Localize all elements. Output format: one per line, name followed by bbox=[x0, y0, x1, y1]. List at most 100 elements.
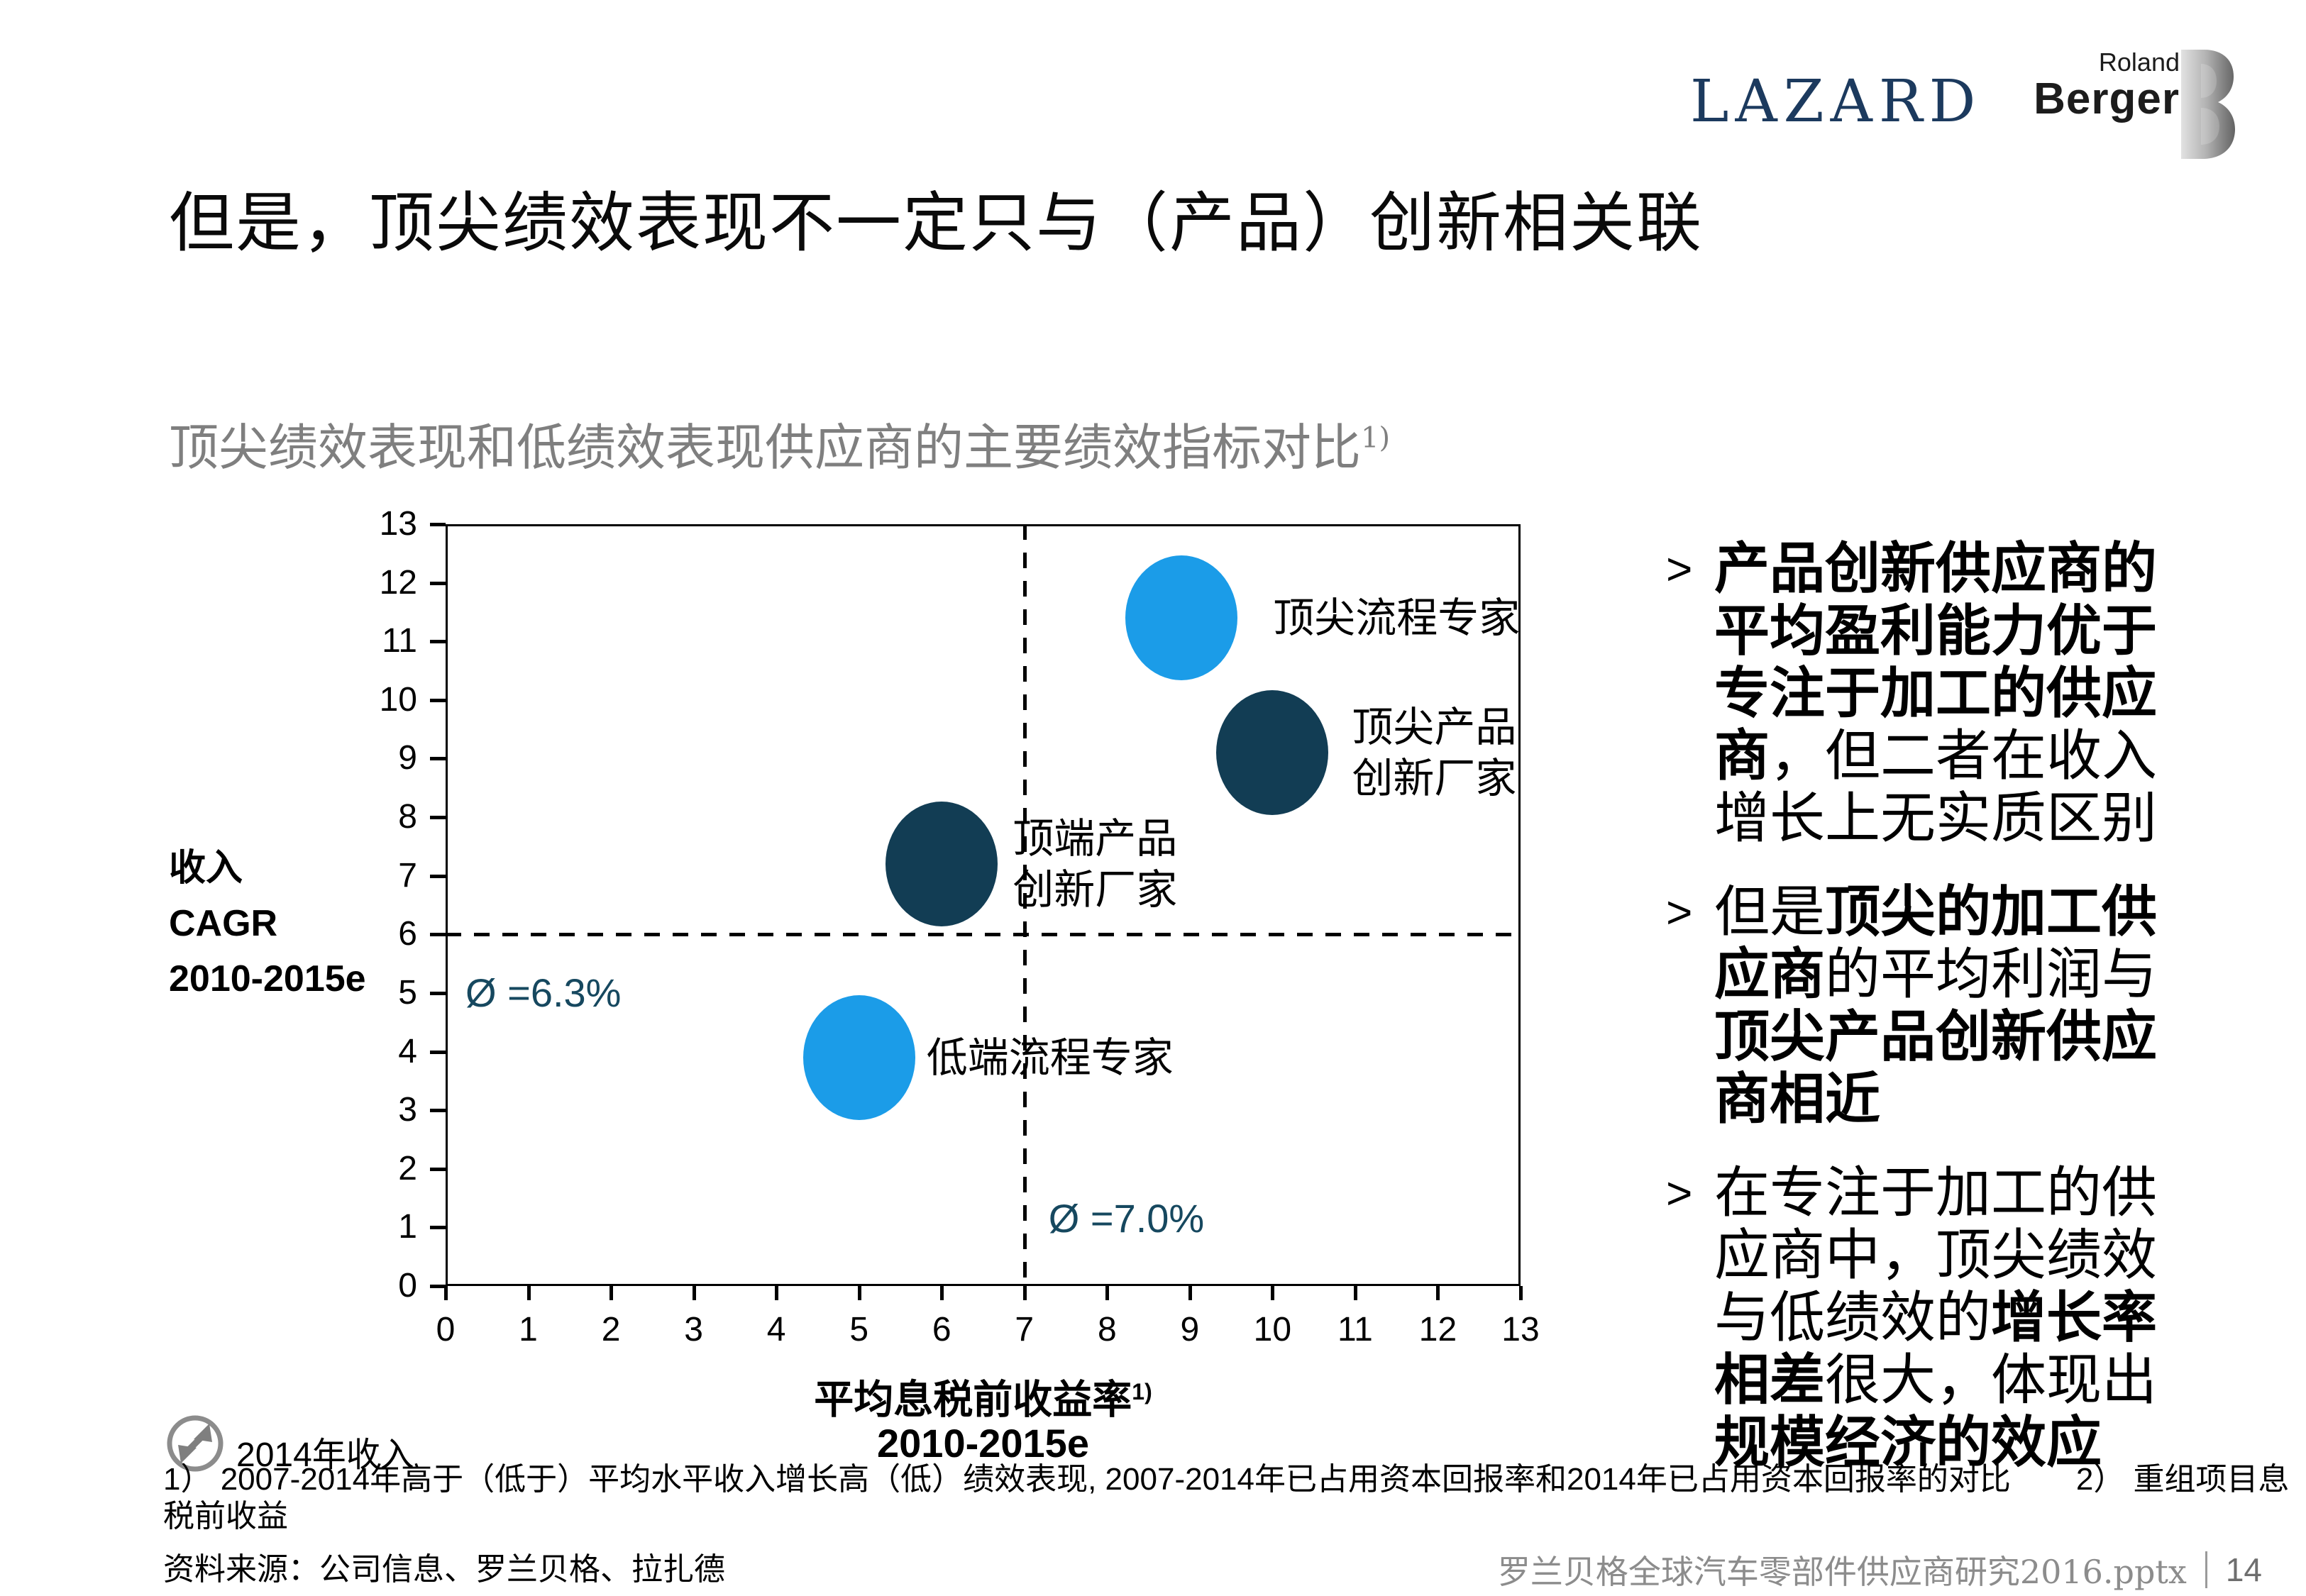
x-tick-mark bbox=[857, 1286, 861, 1300]
y-tick-label: 8 bbox=[398, 798, 417, 836]
chart-subtitle: 顶尖绩效表现和低绩效表现供应商的主要绩效指标对比1) bbox=[169, 408, 1390, 480]
y-tick-label: 10 bbox=[379, 680, 417, 719]
x-tick-label: 10 bbox=[1253, 1311, 1292, 1348]
source-line: 资料来源：公司信息、罗兰贝格、拉扎德 bbox=[163, 1551, 725, 1587]
y-tick-label: 12 bbox=[379, 563, 417, 602]
x-tick-label: 12 bbox=[1418, 1311, 1457, 1348]
x-tick-mark bbox=[609, 1286, 614, 1300]
x-tick-mark bbox=[1519, 1286, 1523, 1300]
y-tick-mark bbox=[430, 640, 446, 644]
x-tick-mark bbox=[1436, 1286, 1440, 1300]
x-axis-footnote-ref: 1) bbox=[1132, 1379, 1152, 1404]
bullet-text-2: 但是顶尖的加工供应商的平均利润与顶尖产品创新供应商相近 bbox=[1714, 881, 2183, 1131]
x-axis-title-line2: 2010-2015e bbox=[877, 1420, 1089, 1465]
slide-footer: 罗兰贝格全球汽车零部件供应商研究2016.pptx 14 bbox=[1498, 1546, 2262, 1593]
y-tick-label: 9 bbox=[398, 739, 417, 777]
y-tick-mark bbox=[430, 816, 446, 820]
page-title: 但是，顶尖绩效表现不一定只与（产品）创新相关联 bbox=[169, 185, 1704, 261]
x-tick-mark bbox=[692, 1286, 696, 1300]
bullet-2-segment-3: 的平均利润与 bbox=[1825, 943, 2158, 1007]
roland-berger-line2: Berger bbox=[2034, 74, 2180, 123]
y-tick-mark bbox=[430, 874, 446, 878]
bullet-chevron-icon: > bbox=[1666, 543, 1693, 594]
y-tick-mark bbox=[430, 1050, 446, 1054]
y-tick-label: 13 bbox=[379, 505, 417, 543]
bullet-3-segment-2: 增长率相差 bbox=[1714, 1285, 2158, 1412]
x-axis-title-line1: 平均息税前收益率1) bbox=[814, 1377, 1152, 1422]
roland-berger-line1: Roland bbox=[2098, 48, 2180, 77]
x-axis-title: 平均息税前收益率1) 2010-2015e bbox=[446, 1370, 1521, 1465]
y-tick-label: 1 bbox=[398, 1208, 417, 1246]
key-findings-panel: > 产品创新供应商的平均盈利能力优于专注于加工的供应商，但二者在收入增长上无实质区… bbox=[1666, 538, 2241, 1505]
footnote-2-text: 2） 重组项目息 bbox=[2075, 1462, 2290, 1497]
x-tick-label: 4 bbox=[766, 1311, 786, 1348]
bullet-2-segment-1: 但是 bbox=[1714, 880, 1826, 944]
bullet-2-segment-4: 顶尖产品创新供应商相近 bbox=[1714, 1004, 2158, 1131]
bullet-2-segment-2: 顶尖的加工供应商 bbox=[1714, 880, 2158, 1007]
bullet-1-segment-2: ，但二者在收入增长上无实质区别 bbox=[1714, 724, 2158, 850]
footer-filename: 罗兰贝格全球汽车零部件供应商研究2016.pptx bbox=[1497, 1553, 2187, 1591]
x-tick-mark bbox=[1271, 1286, 1275, 1300]
x-tick-label: 5 bbox=[849, 1311, 869, 1348]
footer-page-number: 14 bbox=[2225, 1551, 2262, 1588]
y-tick-mark bbox=[430, 1167, 446, 1171]
bullet-item-3: > 在专注于加工的供应商中，顶尖绩效与低绩效的增长率相差很大，体现出规模经济的效应 bbox=[1666, 1162, 2241, 1474]
bubble-size-arrows-icon bbox=[167, 1415, 224, 1472]
bullet-chevron-icon: > bbox=[1666, 1168, 1693, 1219]
x-tick-label: 7 bbox=[1015, 1311, 1035, 1348]
y-axis-title-line3: 2010-2015e bbox=[169, 958, 366, 999]
bullet-chevron-icon: > bbox=[1666, 887, 1693, 938]
y-tick-mark bbox=[430, 1226, 446, 1230]
y-axis-title-line2: CAGR bbox=[169, 903, 278, 944]
y-tick-label: 3 bbox=[398, 1091, 417, 1129]
plot-area bbox=[446, 524, 1521, 1286]
chart-subtitle-text: 顶尖绩效表现和低绩效表现供应商的主要绩效指标对比 bbox=[169, 419, 1361, 477]
bullet-item-2: > 但是顶尖的加工供应商的平均利润与顶尖产品创新供应商相近 bbox=[1666, 881, 2241, 1131]
y-tick-mark bbox=[430, 581, 446, 585]
footnote-1-text: 1） 2007-2014年高于（低于）平均水平收入增长高（低）绩效表现, 200… bbox=[163, 1462, 2011, 1497]
x-tick-label: 9 bbox=[1180, 1311, 1200, 1348]
y-tick-mark bbox=[430, 1285, 446, 1288]
footnote-2-wrap: 税前收益 bbox=[163, 1499, 288, 1534]
y-axis-title-line1: 收入 bbox=[169, 848, 243, 889]
y-tick-mark bbox=[430, 523, 446, 526]
y-tick-label: 0 bbox=[398, 1267, 417, 1304]
bullet-text-1: 产品创新供应商的平均盈利能力优于专注于加工的供应商，但二者在收入增长上无实质区别 bbox=[1714, 538, 2183, 850]
x-tick-label: 6 bbox=[932, 1311, 951, 1348]
bullet-3-segment-3: 很大，体现出 bbox=[1825, 1348, 2158, 1412]
bullet-3-segment-1: 在专注于加工的供应商中，顶尖绩效与低绩效的 bbox=[1714, 1161, 2158, 1350]
x-tick-label: 2 bbox=[601, 1311, 621, 1348]
bullet-text-3: 在专注于加工的供应商中，顶尖绩效与低绩效的增长率相差很大，体现出规模经济的效应 bbox=[1714, 1162, 2183, 1474]
y-tick-mark bbox=[430, 933, 446, 937]
bullet-item-1: > 产品创新供应商的平均盈利能力优于专注于加工的供应商，但二者在收入增长上无实质区… bbox=[1666, 538, 2241, 850]
y-tick-mark bbox=[430, 991, 446, 995]
x-tick-label: 3 bbox=[684, 1311, 703, 1348]
lazard-logo: LAZARD bbox=[1690, 68, 1982, 135]
x-tick-mark bbox=[940, 1286, 944, 1300]
y-tick-mark bbox=[430, 698, 446, 702]
x-tick-mark bbox=[444, 1286, 448, 1300]
roland-berger-wordmark: Roland Berger bbox=[2034, 48, 2180, 122]
x-tick-label: 8 bbox=[1097, 1311, 1117, 1348]
roland-berger-b-icon bbox=[2181, 50, 2235, 159]
bullet-1-segment-1: 产品创新供应商的平均盈利能力优于专注于加工的供应商 bbox=[1714, 536, 2158, 788]
x-tick-mark bbox=[1353, 1286, 1357, 1300]
bubble-size-legend-label: 2014年收入 bbox=[236, 1436, 414, 1474]
footer-divider bbox=[2205, 1551, 2207, 1588]
x-tick-label: 13 bbox=[1501, 1311, 1540, 1348]
y-axis-title: 收入 CAGR 2010-2015e bbox=[169, 841, 366, 1007]
x-tick-mark bbox=[775, 1286, 779, 1300]
bullet-3-segment-4: 规模经济的效应 bbox=[1714, 1410, 2102, 1475]
y-tick-mark bbox=[430, 757, 446, 761]
roland-berger-logo: Roland Berger bbox=[2034, 48, 2235, 162]
x-tick-mark bbox=[1022, 1286, 1027, 1300]
x-tick-mark bbox=[1188, 1286, 1192, 1300]
bubble-size-legend: 2014年收入 bbox=[165, 1414, 563, 1475]
y-tick-mark bbox=[430, 1109, 446, 1113]
x-tick-label: 11 bbox=[1337, 1311, 1373, 1348]
y-tick-label: 11 bbox=[382, 622, 417, 660]
y-tick-label: 4 bbox=[398, 1032, 417, 1070]
x-tick-label: 1 bbox=[519, 1311, 538, 1348]
x-tick-label: 0 bbox=[436, 1311, 456, 1348]
x-tick-mark bbox=[1105, 1286, 1110, 1300]
